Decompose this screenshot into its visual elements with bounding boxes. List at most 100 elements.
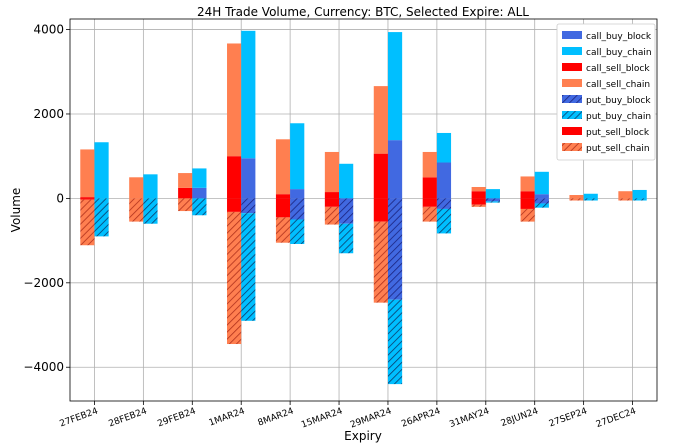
bar-put_buy_block-26APR24 xyxy=(436,198,452,209)
bar-call_buy_chain-31MAY24 xyxy=(485,189,500,199)
x-tick-label: 27SEP24 xyxy=(548,406,589,429)
legend-swatch-put_buy_block xyxy=(562,95,582,103)
legend-swatch-put_buy_chain xyxy=(562,111,582,119)
bar-put_buy_chain-31MAY24 xyxy=(485,201,500,203)
plot-frame xyxy=(69,18,658,402)
bar-put_sell_chain-8MAR24 xyxy=(275,217,291,243)
bar-call_sell_chain-27DEC24 xyxy=(618,191,633,199)
bar-put_sell_chain-29MAR24 xyxy=(373,221,388,303)
bar-put_sell_chain-29FEB24 xyxy=(178,198,193,212)
bar-call_sell_chain-31MAY24 xyxy=(471,186,486,192)
legend-label-call_buy_block: call_buy_block xyxy=(586,32,652,42)
bar-call_buy_block-1MAR24 xyxy=(241,158,256,199)
x-tick-label: 1MAR24 xyxy=(208,406,247,428)
bar-call_sell_block-31MAY24 xyxy=(471,191,486,199)
bar-call_sell_chain-8MAR24 xyxy=(275,139,291,195)
bar-put_sell_chain-27FEB24 xyxy=(80,199,95,246)
bar-put_buy_block-15MAR24 xyxy=(339,198,354,224)
bar-put_buy_chain-28FEB24 xyxy=(143,198,158,224)
legend-box xyxy=(556,23,656,161)
bar-call_buy_chain-1MAR24 xyxy=(241,30,256,159)
bar-put_sell_chain-26APR24 xyxy=(422,206,437,222)
legend-label-put_buy_chain: put_buy_chain xyxy=(586,112,651,122)
bar-put_buy_chain-27SEP24 xyxy=(583,198,598,201)
bar-put_sell_block-27FEB24 xyxy=(80,198,95,200)
bar-put_sell_chain-1MAR24 xyxy=(227,211,242,345)
x-tick-label: 27DEC24 xyxy=(595,406,638,430)
bar-put_sell_chain-28JUN24 xyxy=(520,208,535,222)
bar-call_sell_block-28JUN24 xyxy=(520,191,535,199)
legend-label-call_buy_chain: call_buy_chain xyxy=(586,48,652,58)
bar-put_buy_block-8MAR24 xyxy=(290,198,305,220)
bar-put_sell_chain-15MAR24 xyxy=(324,206,340,225)
y-axis-label: Volume xyxy=(9,188,23,233)
bar-put_buy_chain-27DEC24 xyxy=(632,198,647,201)
legend-label-put_sell_block: put_sell_block xyxy=(586,128,650,138)
bar-call_buy_chain-27FEB24 xyxy=(94,142,109,199)
bar-call_buy_chain-29FEB24 xyxy=(192,168,207,188)
y-tick-label: 2000 xyxy=(33,107,64,121)
bar-put_buy_block-29MAR24 xyxy=(387,198,403,300)
bar-call_buy_block-8MAR24 xyxy=(290,189,305,199)
bar-put_buy_block-28JUN24 xyxy=(534,198,549,204)
bar-put_sell_block-31MAY24 xyxy=(471,198,486,205)
legend-swatch-call_buy_block xyxy=(562,31,582,39)
x-tick-label: 29FEB24 xyxy=(156,406,197,429)
legend-swatch-call_sell_block xyxy=(562,63,582,71)
bar-put_buy_chain-8MAR24 xyxy=(290,219,305,244)
bar-put_buy_chain-1MAR24 xyxy=(241,213,256,321)
x-tick-label: 31MAY24 xyxy=(448,406,491,430)
bar-call_buy_chain-28FEB24 xyxy=(143,174,158,199)
bar-put_sell_chain-27DEC24 xyxy=(618,198,633,201)
x-tick-label: 28FEB24 xyxy=(107,406,148,429)
legend-label-call_sell_block: call_sell_block xyxy=(586,64,650,74)
legend-swatch-put_sell_chain xyxy=(562,143,582,151)
bar-call_buy_chain-27SEP24 xyxy=(583,193,598,199)
bar-put_sell_chain-31MAY24 xyxy=(471,204,486,207)
bar-call_buy_chain-15MAR24 xyxy=(339,163,354,199)
y-axis: −4000 −2000 0 2000 4000 xyxy=(23,23,70,374)
bar-call_sell_block-27FEB24 xyxy=(80,197,95,199)
bar-put_buy_chain-29FEB24 xyxy=(192,198,207,216)
bar-put_sell_block-28JUN24 xyxy=(520,198,535,209)
y-tick-label: −4000 xyxy=(23,360,64,374)
bar-call_buy_block-29MAR24 xyxy=(387,140,403,199)
bar-call_buy_block-28JUN24 xyxy=(534,194,549,199)
bar-call_sell_block-26APR24 xyxy=(422,177,437,199)
legend: call_buy_block call_buy_chain call_sell_bl… xyxy=(556,23,656,161)
legend-swatch-call_buy_chain xyxy=(562,47,582,55)
legend-label-put_sell_chain: put_sell_chain xyxy=(586,144,650,154)
bar-call_sell_chain-29MAR24 xyxy=(373,86,388,154)
bar-series xyxy=(80,30,647,385)
bar-call_buy_block-26APR24 xyxy=(436,162,452,199)
x-axis-label: Expiry xyxy=(344,429,382,443)
bar-put_buy_chain-27FEB24 xyxy=(94,198,109,237)
y-tick-label: −2000 xyxy=(23,276,64,290)
bar-call_sell_chain-26APR24 xyxy=(422,151,437,178)
chart-title: 24H Trade Volume, Currency: BTC, Selecte… xyxy=(197,5,529,19)
legend-label-call_sell_chain: call_sell_chain xyxy=(586,80,650,90)
bar-put_buy_chain-26APR24 xyxy=(436,208,452,234)
x-tick-label: 28JUN24 xyxy=(500,406,540,429)
bar-put_sell_chain-27SEP24 xyxy=(569,198,584,201)
bar-put_sell_block-26APR24 xyxy=(422,198,437,207)
x-tick-label: 8MAR24 xyxy=(257,406,296,428)
bar-put_buy_chain-15MAR24 xyxy=(339,223,354,254)
x-tick-label: 27FEB24 xyxy=(59,406,100,429)
bar-call_buy_chain-26APR24 xyxy=(436,132,452,163)
bar-call_sell_block-29FEB24 xyxy=(178,187,193,199)
bar-put_sell_block-29MAR24 xyxy=(373,198,388,222)
legend-swatch-call_sell_chain xyxy=(562,79,582,87)
legend-swatch-put_sell_block xyxy=(562,127,582,135)
legend-label-put_buy_block: put_buy_block xyxy=(586,96,651,106)
bar-put_buy_chain-28JUN24 xyxy=(534,203,549,208)
bar-put_buy_block-1MAR24 xyxy=(241,198,256,214)
bar-call_sell_chain-1MAR24 xyxy=(227,43,242,157)
bar-call_sell_chain-28FEB24 xyxy=(129,177,144,199)
x-axis: 27FEB24 28FEB24 29FEB24 1MAR24 8MAR24 15MAR24… xyxy=(59,401,638,431)
bar-put_sell_block-8MAR24 xyxy=(275,198,291,218)
bar-put_buy_block-31MAY24 xyxy=(485,198,500,202)
bar-call_sell_block-1MAR24 xyxy=(227,156,242,199)
bar-put_sell_block-1MAR24 xyxy=(227,198,242,212)
